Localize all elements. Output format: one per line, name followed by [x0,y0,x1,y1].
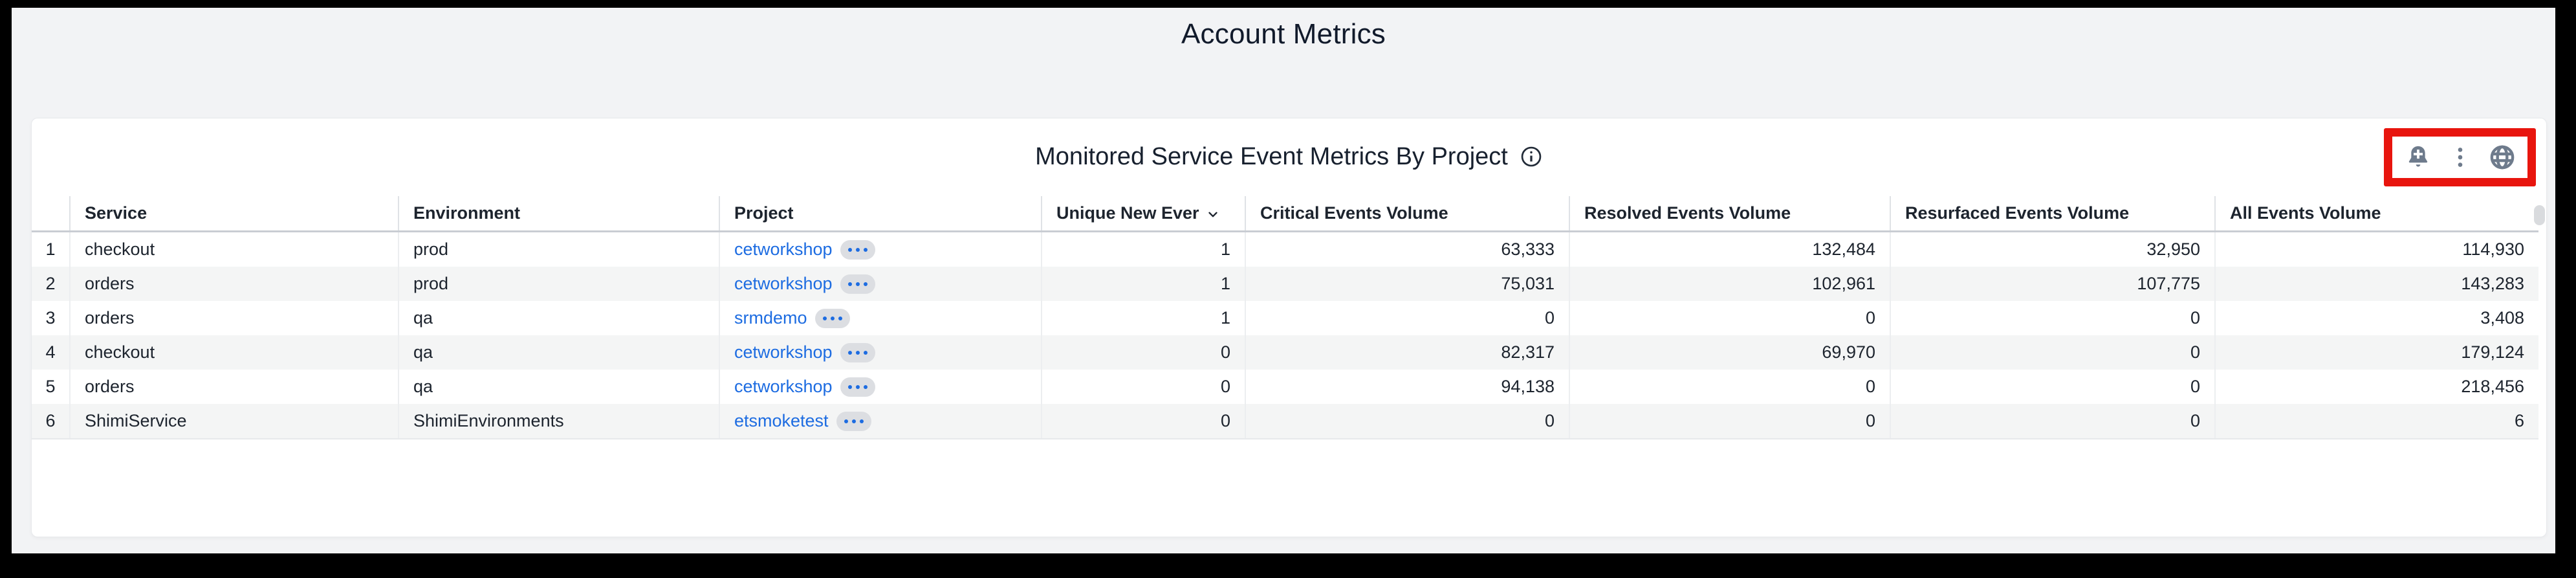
critical-events-volume-cell: 0 [1245,301,1570,335]
table-row: 3 orders qa srmdemo 1 0 0 0 3,408 [32,301,2538,335]
project-cell: etsmoketest [719,404,1042,439]
critical-events-volume-cell: 0 [1245,404,1570,439]
service-cell: orders [70,301,399,335]
panel-header: Monitored Service Event Metrics By Proje… [32,118,2546,195]
resolved-events-volume-cell: 0 [1569,301,1891,335]
resolved-events-volume-cell: 69,970 [1569,335,1891,370]
all-events-volume-cell: 114,930 [2462,239,2524,259]
project-cell: cetworkshop [719,370,1042,404]
row-number: 5 [32,370,71,404]
all-events-volume-cell: 179,124 [2215,335,2538,370]
table-row: 4 checkout qa cetworkshop 0 82,317 69,97… [32,335,2538,370]
column-header-resolved-events-volume[interactable]: Resolved Events Volume [1569,196,1891,232]
metrics-table: Service Environment Project Unique New E… [32,196,2538,439]
project-link[interactable]: srmdemo [734,307,807,328]
project-cell: cetworkshop [719,335,1042,370]
project-link[interactable]: cetworkshop [734,239,833,259]
critical-events-volume-cell: 63,333 [1245,231,1570,267]
column-header-critical-events-volume[interactable]: Critical Events Volume [1245,196,1570,232]
project-link[interactable]: cetworkshop [734,273,833,293]
add-alert-bell-icon[interactable] [2404,143,2432,172]
service-cell: ShimiService [70,404,399,439]
project-ellipsis-badge[interactable] [840,377,875,397]
environment-cell: qa [398,301,720,335]
resurfaced-events-volume-cell: 0 [1890,301,2216,335]
row-number: 1 [32,231,71,267]
service-cell: orders [70,267,399,301]
info-icon[interactable] [1520,145,1543,168]
resurfaced-events-volume-cell: 32,950 [1890,231,2216,267]
project-ellipsis-badge[interactable] [814,309,850,329]
dashboard-background: Account Metrics Monitored Service Event … [12,8,2555,553]
all-events-volume-cell: 6 [2215,404,2538,439]
scrollbar-thumb[interactable] [2534,205,2545,225]
resolved-events-volume-cell: 0 [1569,370,1891,404]
unique-new-events-cell: 1 [1042,231,1246,267]
environment-cell: qa [398,335,720,370]
project-cell: cetworkshop [719,231,1042,267]
critical-events-volume-cell: 82,317 [1245,335,1570,370]
all-events-volume-cell: 143,283 [2215,267,2538,301]
environment-cell: prod [398,231,720,267]
resurfaced-events-volume-cell: 107,775 [1890,267,2216,301]
panel-title[interactable]: Monitored Service Event Metrics By Proje… [1035,142,1508,170]
table-row: 5 orders qa cetworkshop 0 94,138 0 0 218… [32,370,2538,404]
kebab-menu-icon[interactable] [2446,143,2474,172]
row-number: 3 [32,301,71,335]
service-cell: checkout [70,231,399,267]
column-header-environment[interactable]: Environment [398,196,720,232]
column-header-all-events-volume[interactable]: All Events Volume [2215,196,2538,232]
unique-new-events-cell: 1 [1042,301,1246,335]
project-ellipsis-badge[interactable] [840,343,875,363]
resurfaced-events-volume-cell: 0 [1890,404,2216,439]
unique-new-events-cell: 1 [1042,267,1246,301]
table-row: 2 orders prod cetworkshop 1 75,031 102,9… [32,267,2538,301]
environment-cell: prod [398,267,720,301]
row-number: 2 [32,267,71,301]
column-header-unique-new-events[interactable]: Unique New Ever [1042,196,1246,232]
resurfaced-events-volume-cell: 0 [1890,370,2216,404]
resolved-events-volume-cell: 0 [1569,404,1891,439]
resolved-events-volume-cell: 132,484 [1569,231,1891,267]
project-cell: cetworkshop [719,267,1042,301]
project-link[interactable]: cetworkshop [734,342,833,362]
column-header-project[interactable]: Project [719,196,1042,232]
unique-new-events-cell: 0 [1042,404,1246,439]
resolved-events-volume-cell: 102,961 [1569,267,1891,301]
project-ellipsis-badge[interactable] [836,412,871,432]
environment-cell: ShimiEnvironments [398,404,720,439]
globe-icon[interactable] [2488,143,2516,172]
sort-desc-chevron-icon [1206,205,1220,221]
all-events-volume-cell: 218,456 [2461,377,2524,396]
annotation-red-box [2384,128,2536,186]
row-number: 6 [32,404,71,439]
page-title: Account Metrics [1181,18,1386,50]
column-header-resurfaced-events-volume[interactable]: Resurfaced Events Volume [1890,196,2216,232]
project-link[interactable]: cetworkshop [734,376,833,396]
project-ellipsis-badge[interactable] [840,274,875,295]
table-header-row: Service Environment Project Unique New E… [32,196,2538,232]
unique-new-events-cell: 0 [1042,370,1246,404]
environment-cell: qa [398,370,720,404]
critical-events-volume-cell: 75,031 [1245,267,1570,301]
project-ellipsis-badge[interactable] [840,240,875,260]
panel-toolbar [2404,143,2516,172]
table-row: 1 checkout prod cetworkshop 1 63,333 132… [32,231,2538,267]
all-events-volume-cell: 3,408 [2480,308,2524,328]
column-header-service[interactable]: Service [70,196,399,232]
critical-events-volume-cell: 94,138 [1245,370,1570,404]
row-number-header [32,196,71,232]
resurfaced-events-volume-cell: 0 [1890,335,2216,370]
service-cell: checkout [70,335,399,370]
project-link[interactable]: etsmoketest [734,410,829,430]
service-cell: orders [70,370,399,404]
row-number: 4 [32,335,71,370]
table-row: 6 ShimiService ShimiEnvironments etsmoke… [32,404,2538,439]
project-cell: srmdemo [719,301,1042,335]
panel-monitored-service-event-metrics: Monitored Service Event Metrics By Proje… [31,118,2547,537]
unique-new-events-cell: 0 [1042,335,1246,370]
